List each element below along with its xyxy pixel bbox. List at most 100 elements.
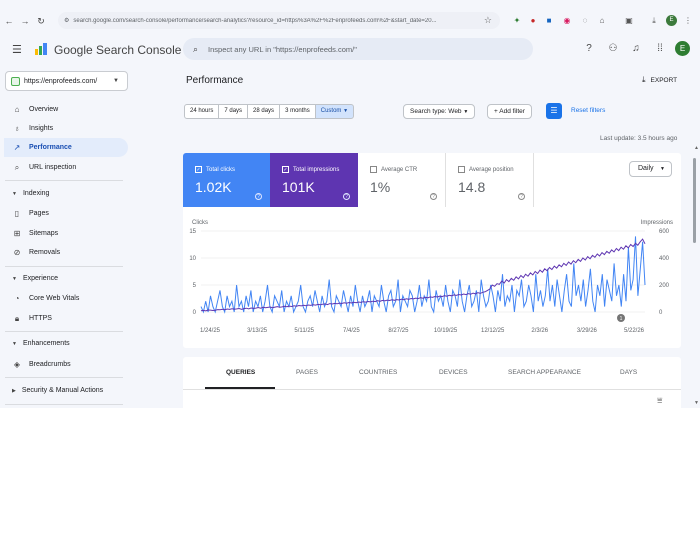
performance-card: ✓ Total clicks 1.02K ? ✓ Total impressions… (183, 153, 681, 348)
bookmark-star-icon[interactable]: ☆ (483, 15, 492, 25)
download-icon[interactable]: ⤓ (652, 16, 656, 25)
tab-search-appearance[interactable]: SEARCH APPEARANCE (508, 369, 581, 376)
metric-value: 1.02K (195, 179, 232, 195)
filter-icon[interactable]: ☰ (546, 103, 562, 119)
extension-icon[interactable]: ◌ (582, 16, 588, 25)
sidebar-divider (5, 404, 123, 405)
search-icon: ⌕ (14, 162, 20, 172)
sidebar-item-label: Performance (29, 144, 72, 151)
apps-grid-icon[interactable]: ⁞⁞ (657, 43, 663, 54)
range-28-days[interactable]: 28 days (247, 104, 281, 119)
performance-chart-svg: Clicks Impressions 15 600 10 400 5 200 0 0 1/24/25… (189, 220, 673, 334)
address-bar[interactable]: ⚙ search.google.com/search-console/perfo… (58, 12, 500, 29)
sidebar-item-performance[interactable]: ↗ Performance (4, 138, 128, 157)
range-custom[interactable]: Custom ▼ (314, 104, 355, 119)
range-24-hours[interactable]: 24 hours (184, 104, 220, 119)
download-icon: ⤓ (642, 75, 646, 84)
search-type-label: Search type: Web (410, 108, 462, 115)
sidebar-section-enhancements[interactable]: ▼ Enhancements (12, 340, 70, 347)
last-update-text: Last update: 3.5 hours ago (600, 135, 678, 142)
sidebar-item-https[interactable]: 🔒︎ HTTPS (4, 309, 128, 328)
reset-filters-link[interactable]: Reset filters (571, 107, 606, 114)
notifications-icon[interactable]: ♫ (632, 43, 640, 54)
checkbox-checked-icon[interactable]: ✓ (282, 166, 289, 173)
page-scrollbar[interactable] (692, 150, 697, 402)
extension-icon[interactable]: ● (530, 16, 536, 25)
tab-countries[interactable]: COUNTRIES (359, 369, 398, 376)
extension-puzzle-icon[interactable]: ⌂ (599, 16, 605, 25)
browser-toolbar: ← → ↻ ⚙ search.google.com/search-console… (0, 10, 700, 32)
extension-icon[interactable]: ■ (546, 16, 552, 25)
sidebar-item-removals[interactable]: ⊘ Removals (4, 243, 128, 262)
users-settings-icon[interactable]: ⚇ (608, 43, 618, 54)
forward-icon[interactable]: → (20, 16, 30, 26)
x-tick-label: 10/19/25 (434, 328, 458, 334)
add-filter-button[interactable]: + Add filter (487, 104, 532, 119)
help-icon[interactable]: ? (586, 43, 592, 54)
help-icon[interactable]: ? (343, 193, 350, 200)
extension-icon[interactable]: ◉ (563, 16, 571, 25)
screenshot-area: ← → ↻ ⚙ search.google.com/search-console… (0, 0, 700, 408)
main-menu-icon[interactable]: ☰ (12, 44, 22, 56)
metric-total-impressions[interactable]: ✓ Total impressions 101K ? (270, 153, 358, 207)
sidebar-section-experience[interactable]: ▼ Experience (12, 275, 58, 282)
tab-pages[interactable]: PAGES (296, 369, 318, 376)
x-tick-label: 3/29/26 (577, 328, 598, 334)
y-axis-left-label: Clicks (192, 220, 208, 226)
sidebar-item-label: URL inspection (29, 164, 77, 171)
metric-total-clicks[interactable]: ✓ Total clicks 1.02K ? (183, 153, 270, 207)
checkbox-unchecked-icon[interactable] (458, 166, 465, 173)
property-selector[interactable]: https://enprofeeds.com/ ▼ (5, 71, 128, 91)
back-icon[interactable]: ← (4, 16, 14, 26)
browser-profile-avatar[interactable]: E (666, 15, 677, 26)
series-line-clicks (200, 236, 646, 314)
y-tick-right-label: 200 (659, 283, 670, 289)
extension-icon[interactable]: ✦ (513, 16, 521, 25)
search-console-logo (35, 43, 47, 55)
search-type-chip[interactable]: Search type: Web ▼ (403, 104, 476, 119)
series-line-impressions (200, 238, 646, 312)
y-tick-right-label: 600 (659, 229, 670, 235)
account-avatar[interactable]: E (675, 41, 690, 56)
site-info-icon[interactable]: ⚙ (64, 18, 70, 24)
sidebar-item-label: Breadcrumbs (29, 361, 71, 368)
scroll-down-icon[interactable]: ▼ (694, 400, 699, 406)
sidebar-section-indexing[interactable]: ▼ Indexing (12, 190, 49, 197)
sidebar-item-url-inspection[interactable]: ⌕ URL inspection (4, 158, 128, 177)
sidebar-item-label: HTTPS (29, 315, 52, 322)
tab-devices[interactable]: DEVICES (439, 369, 468, 376)
scrollbar-thumb[interactable] (693, 158, 696, 243)
checkbox-unchecked-icon[interactable] (370, 166, 377, 173)
metric-average-ctr[interactable]: Average CTR 1% ? (358, 153, 446, 207)
sidebar-item-pages[interactable]: ▯ Pages (4, 204, 128, 223)
help-icon[interactable]: ? (255, 193, 262, 200)
scroll-up-icon[interactable]: ▲ (694, 145, 699, 151)
help-icon[interactable]: ? (518, 193, 525, 200)
sidebar-item-core-web-vitals[interactable]: ◔ Core Web Vitals (4, 289, 128, 308)
tab-days[interactable]: DAYS (620, 369, 638, 376)
export-button[interactable]: ⤓ EXPORT (642, 75, 677, 85)
metric-label: Total impressions (293, 166, 340, 173)
metric-label: Average position (469, 166, 514, 173)
sidebar-section-security[interactable]: ▶ Security & Manual Actions (12, 387, 103, 394)
range-3-months[interactable]: 3 months (279, 104, 316, 119)
sidebar-item-label: Insights (29, 125, 54, 132)
lock-icon: 🔒︎ (14, 313, 20, 323)
sidebar-item-overview[interactable]: ⌂ Overview (4, 100, 128, 119)
sidebar-item-breadcrumbs[interactable]: ◈ Breadcrumbs (4, 355, 128, 374)
range-7-days[interactable]: 7 days (218, 104, 249, 119)
table-filter-icon[interactable]: ⩸ (657, 395, 663, 405)
tab-queries[interactable]: QUERIES (226, 369, 256, 376)
help-icon[interactable]: ? (430, 193, 437, 200)
checkbox-checked-icon[interactable]: ✓ (195, 166, 202, 173)
granularity-label: Daily (638, 165, 654, 172)
range-custom-label: Custom (320, 108, 342, 114)
metric-average-position[interactable]: Average position 14.8 ? (446, 153, 534, 207)
tab-search-icon[interactable]: ▣ (625, 16, 633, 25)
granularity-select[interactable]: Daily ▼ (629, 161, 672, 177)
sidebar-item-sitemaps[interactable]: ⊞ Sitemaps (4, 224, 128, 243)
url-inspect-search[interactable]: ⌕ Inspect any URL in "https://enprofeeds… (183, 38, 533, 60)
reload-icon[interactable]: ↻ (37, 15, 45, 26)
browser-menu-icon[interactable]: ⋮ (684, 16, 692, 25)
sidebar-item-insights[interactable]: ♁ Insights (4, 119, 128, 138)
